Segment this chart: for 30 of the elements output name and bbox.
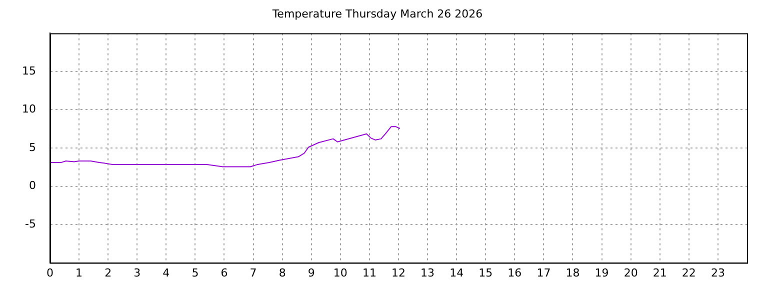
x-tick-label: 10	[333, 266, 348, 280]
x-tick-label: 14	[450, 266, 464, 280]
x-tick-label: 12	[392, 266, 406, 280]
x-tick-label: 22	[682, 266, 696, 280]
x-tick-label: 13	[420, 266, 435, 280]
x-tick-label: 17	[536, 266, 551, 280]
x-tick-label: 15	[478, 266, 493, 280]
x-tick-label: 8	[278, 266, 286, 280]
y-tick-label: 5	[28, 140, 36, 154]
y-tick-label: 15	[22, 64, 36, 78]
x-tick-label: 23	[710, 266, 725, 280]
x-tick-label: 7	[250, 266, 257, 280]
x-tick-label: 19	[594, 266, 609, 280]
x-tick-label: 16	[508, 266, 522, 280]
x-tick-label: 1	[76, 266, 83, 280]
x-tick-label: 21	[652, 266, 667, 280]
x-tick-label: 18	[566, 266, 580, 280]
y-tick-label: 10	[22, 102, 36, 116]
x-tick-label: 20	[624, 266, 638, 280]
x-tick-label: 4	[162, 266, 170, 280]
x-tick-label: 3	[134, 266, 141, 280]
x-tick-label: 5	[192, 266, 199, 280]
chart-title: Temperature Thursday March 26 2026	[271, 7, 483, 20]
x-tick-label: 6	[220, 266, 228, 280]
x-tick-label: 2	[104, 266, 112, 280]
x-tick-label: 0	[46, 266, 54, 280]
y-tick-label: 0	[28, 179, 36, 192]
y-tick-label: -5	[25, 217, 36, 230]
x-tick-label: 9	[308, 266, 315, 280]
x-tick-label: 11	[362, 266, 376, 280]
